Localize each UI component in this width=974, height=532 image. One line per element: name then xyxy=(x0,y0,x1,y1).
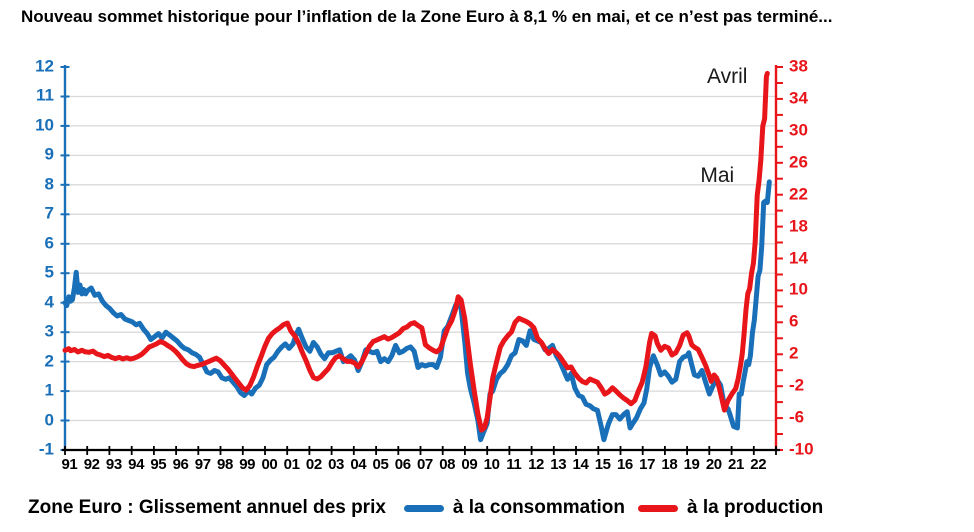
annotation-mai: Mai xyxy=(700,163,735,187)
left-axis-tick-label: 10 xyxy=(35,115,54,135)
x-axis-tick-label: 07 xyxy=(416,456,433,473)
x-axis-tick-label: 93 xyxy=(105,456,122,473)
right-axis-tick-label: 18 xyxy=(789,216,808,236)
x-axis-tick-label: 98 xyxy=(217,456,233,473)
right-axis-tick-label: 30 xyxy=(789,120,808,140)
series-line-production xyxy=(62,70,770,433)
x-axis-tick-label: 08 xyxy=(439,456,456,473)
left-axis-tick-label: 2 xyxy=(44,351,54,371)
x-axis-tick-label: 94 xyxy=(128,456,145,473)
right-axis-tick-label: 38 xyxy=(789,56,808,76)
left-axis-tick-label: 3 xyxy=(44,321,54,341)
x-axis-tick-label: 02 xyxy=(305,456,322,473)
x-axis-tick-label: 20 xyxy=(705,456,722,473)
x-axis-tick-label: 06 xyxy=(394,456,411,473)
right-axis-tick-label: 2 xyxy=(789,343,799,363)
x-axis-tick-label: 92 xyxy=(83,456,100,473)
x-axis-tick-label: 09 xyxy=(461,456,478,473)
legend-swatch-consumption xyxy=(403,504,444,512)
x-axis-tick-label: 12 xyxy=(528,456,544,473)
chart-title: Nouveau sommet historique pour l’inflati… xyxy=(21,7,833,26)
x-axis-tick-label: 95 xyxy=(150,456,167,473)
left-axis-tick-label: 1 xyxy=(44,380,54,400)
legend-label-production: à la production xyxy=(687,497,824,518)
right-axis-tick-label: 26 xyxy=(789,152,808,172)
left-axis-tick-label: 6 xyxy=(44,233,54,253)
x-axis-tick-label: 11 xyxy=(506,456,522,473)
x-axis-tick-label: 96 xyxy=(172,456,189,473)
x-axis-tick-label: 99 xyxy=(239,456,256,473)
right-axis-tick-label: -2 xyxy=(789,375,805,395)
left-axis-tick-label: 11 xyxy=(36,86,54,106)
x-axis-tick-label: 15 xyxy=(594,456,611,473)
right-axis-tick-label: 6 xyxy=(789,311,799,331)
x-axis-tick-label: 03 xyxy=(328,456,345,473)
legend-swatch-production xyxy=(638,504,679,512)
left-axis-tick-label: 5 xyxy=(44,262,54,282)
left-axis-tick-label: 9 xyxy=(44,144,54,164)
right-axis-tick-label: 10 xyxy=(789,280,808,300)
legend-title: Zone Euro : Glissement annuel des prix xyxy=(28,497,386,518)
x-axis-tick-label: 01 xyxy=(283,456,300,473)
left-axis-tick-label: 7 xyxy=(44,203,54,223)
x-axis-tick-label: 19 xyxy=(683,456,700,473)
right-axis-tick-label: 22 xyxy=(789,184,808,204)
x-axis-tick-label: 91 xyxy=(61,456,78,473)
left-axis-tick-label: 8 xyxy=(44,174,54,194)
x-axis-tick-label: 18 xyxy=(661,456,678,473)
series-line-consumption xyxy=(62,179,772,443)
x-axis-tick-label: 00 xyxy=(261,456,278,473)
right-axis-tick-label: -10 xyxy=(789,439,814,459)
right-axis-tick-label: 14 xyxy=(789,248,808,268)
chart-legend: Zone Euro : Glissement annuel des prix à… xyxy=(28,495,823,521)
x-axis-tick-label: 04 xyxy=(350,456,367,473)
x-axis-tick-label: 10 xyxy=(483,456,500,473)
right-axis-tick-label: 34 xyxy=(789,88,808,108)
left-axis-tick-label: -1 xyxy=(38,439,54,459)
right-axis-tick-label: -6 xyxy=(789,407,805,427)
left-axis-tick-label: 0 xyxy=(44,410,54,430)
x-axis-tick-label: 14 xyxy=(572,456,589,473)
x-axis-tick-label: 97 xyxy=(194,456,211,473)
x-axis-tick-label: 05 xyxy=(372,456,389,473)
x-axis-tick-label: 17 xyxy=(639,456,656,473)
x-axis-tick-label: 13 xyxy=(550,456,567,473)
x-axis-tick-label: 16 xyxy=(616,456,633,473)
x-axis-tick-label: 22 xyxy=(750,456,767,473)
left-axis-tick-label: 4 xyxy=(44,292,54,312)
annotation-avril: Avril xyxy=(707,65,748,89)
x-axis-tick-label: 21 xyxy=(728,456,744,473)
left-axis-tick-label: 12 xyxy=(35,56,54,76)
legend-label-consumption: à la consommation xyxy=(452,497,626,518)
